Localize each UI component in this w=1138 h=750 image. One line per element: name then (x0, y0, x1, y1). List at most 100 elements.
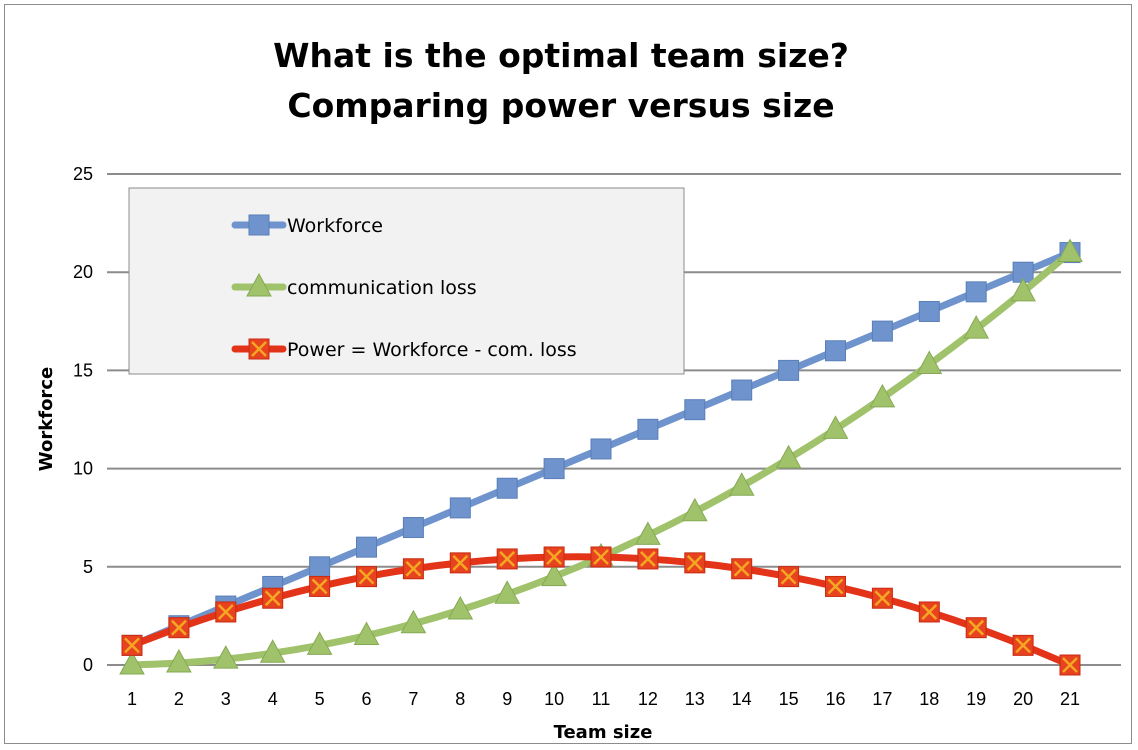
x-tick-label-13: 13 (685, 689, 705, 709)
series-1-point-18 (916, 350, 943, 375)
series-0-point-11 (590, 438, 612, 460)
series-2-point-18 (918, 601, 940, 623)
chart: What is the optimal team size? Comparing… (36, 36, 1121, 743)
series-1-point-2 (166, 648, 192, 673)
x-tick-label-19: 19 (966, 689, 986, 709)
series-0-point-18 (918, 300, 940, 322)
x-tick-label-16: 16 (825, 689, 845, 709)
series-2-point-14 (731, 558, 753, 580)
series-2-point-16 (825, 575, 846, 597)
x-tick-label-18: 18 (919, 689, 939, 709)
series-2-point-11 (590, 546, 612, 568)
series-1-point-15 (775, 444, 802, 469)
series-2-point-9 (496, 548, 518, 570)
series-2-point-10 (543, 546, 565, 568)
series-1-point-8 (447, 595, 474, 620)
x-tick-label-5: 5 (315, 689, 325, 709)
series-1-point-4 (259, 639, 286, 663)
series-0-point-5 (309, 556, 331, 578)
x-tick-label-11: 11 (592, 689, 611, 709)
series-1-point-3 (212, 645, 239, 669)
series-2-point-1 (121, 634, 143, 656)
series-1-point-1 (119, 650, 145, 675)
series-1-point-6 (353, 621, 380, 646)
series-0-point-15 (778, 359, 800, 381)
x-tick-label-4: 4 (268, 689, 278, 709)
series-1-point-10 (541, 562, 567, 587)
y-tick-label-5: 5 (83, 557, 93, 577)
series-2-point-13 (684, 552, 706, 574)
legend: Workforce communication loss Power = Workf… (128, 187, 685, 375)
series-0-point-10 (543, 458, 565, 480)
series-1-point-9 (494, 580, 521, 604)
legend-label-2: Power = Workforce - com. loss (287, 339, 577, 361)
y-tick-label-15: 15 (73, 360, 93, 380)
series-1-point-20 (1010, 277, 1036, 302)
series-0-point-14 (731, 379, 753, 401)
series-1-point-13 (681, 497, 708, 522)
series-2-point-15 (778, 566, 800, 588)
series-1-point-19 (963, 315, 990, 339)
series-2-point-8 (449, 552, 471, 574)
x-tick-label-15: 15 (779, 689, 799, 709)
series-2-point-3 (215, 601, 237, 623)
legend-entry-0: Workforce (231, 214, 383, 237)
series-0-point-16 (825, 340, 846, 362)
series-1-point-12 (635, 521, 661, 545)
x-tick-label-9: 9 (502, 689, 512, 709)
legend-label-0: Workforce (287, 215, 383, 237)
x-tick-label-3: 3 (221, 689, 231, 709)
series-0-point-13 (684, 399, 706, 421)
chart-title-line-2: Comparing power versus size (287, 86, 834, 125)
series-0-point-12 (637, 418, 659, 440)
chart-title-line-1: What is the optimal team size? (273, 36, 849, 75)
legend-marker-2 (248, 338, 270, 360)
series-2-point-12 (637, 548, 659, 570)
x-tick-label-21: 21 (1060, 689, 1080, 709)
series-2-point-19 (965, 617, 987, 639)
series-2-point-6 (356, 566, 377, 588)
legend-box (128, 187, 685, 375)
y-tick-label-10: 10 (73, 459, 93, 479)
x-tick-label-8: 8 (455, 689, 465, 709)
legend-entries: Workforce communication loss Power = Workf… (231, 214, 577, 361)
series-2-point-20 (1012, 634, 1034, 656)
x-tick-label-7: 7 (408, 689, 418, 709)
series-2-point-21 (1059, 654, 1081, 676)
series-0-point-7 (402, 517, 424, 539)
series-2-point-17 (871, 587, 893, 609)
y-axis-title: Workforce (36, 367, 57, 471)
series-2-point-4 (262, 587, 284, 609)
legend-entry-2: Power = Workforce - com. loss (231, 338, 577, 361)
series-0-point-19 (965, 281, 987, 303)
series-0-point-17 (871, 320, 893, 342)
series-1-point-21 (1057, 238, 1083, 263)
y-tick-labels: 0 5 10 15 20 25 (73, 164, 93, 675)
series-1-point-17 (869, 383, 896, 408)
series-2-point-7 (402, 558, 424, 580)
x-tick-labels: 1 2 3 4 5 6 7 8 9 10 11 12 13 14 15 16 17 18 19 20 21 (127, 689, 1080, 709)
series-2 (121, 546, 1081, 676)
x-axis-title: Team size (554, 722, 653, 743)
series-0-point-8 (449, 497, 471, 519)
x-tick-label-14: 14 (732, 689, 752, 709)
series-1-point-7 (400, 609, 427, 634)
legend-marker-1 (246, 272, 272, 297)
y-tick-label-25: 25 (73, 164, 93, 184)
legend-entry-1: communication loss (231, 272, 477, 299)
series-1-point-5 (306, 631, 333, 655)
x-tick-label-12: 12 (638, 689, 658, 709)
y-tick-label-0: 0 (83, 655, 93, 675)
series-1-point-14 (728, 472, 755, 496)
chart-frame: What is the optimal team size? Comparing… (4, 4, 1132, 744)
x-tick-label-17: 17 (872, 689, 892, 709)
legend-marker-0 (248, 214, 270, 236)
series-0-point-6 (356, 536, 377, 558)
series-lines (119, 238, 1083, 676)
series-2-point-5 (309, 575, 331, 597)
series-0-point-9 (496, 477, 518, 499)
series-1-point-16 (822, 415, 849, 439)
legend-label-1: communication loss (287, 277, 477, 299)
series-2-point-2 (168, 617, 190, 639)
y-tick-label-20: 20 (73, 262, 93, 282)
